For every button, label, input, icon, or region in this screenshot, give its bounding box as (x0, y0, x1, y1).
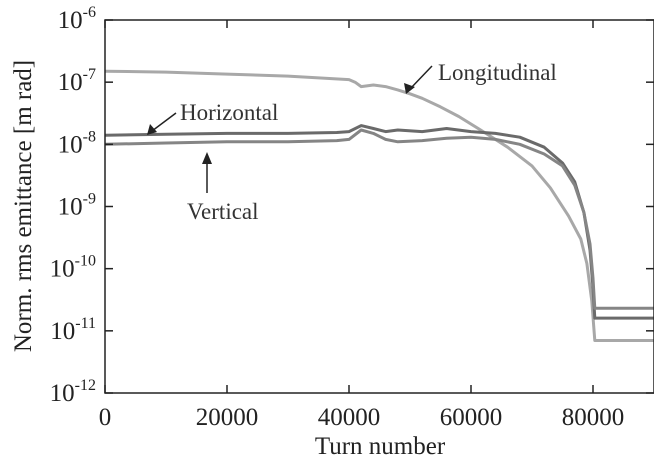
arrow-horizontal-head (147, 124, 157, 135)
y-tick-label: 10-10 (50, 253, 96, 283)
y-tick-label: 10-6 (58, 4, 96, 34)
arrow-longitudinal-head (404, 83, 415, 94)
x-tick-label: 60000 (440, 404, 503, 431)
arrow-horizontal-shaft (151, 112, 177, 132)
x-tick-label: 0 (99, 404, 112, 431)
series-line-longitudinal (104, 69, 654, 342)
x-tick-label: 40000 (318, 404, 381, 431)
y-tick-label: 10-7 (58, 66, 96, 96)
y-axis-title: Norm. rms emittance [m rad] (10, 60, 37, 352)
annotation-horizontal: Horizontal (180, 100, 278, 125)
series-line-vertical (104, 128, 654, 310)
ticks-layer: 0 20000 40000 60000 80000 10-12 10-11 10-10 10-9… (50, 4, 654, 431)
y-tick-label: 10-12 (50, 377, 96, 407)
arrow-longitudinal-shaft (409, 65, 433, 90)
annotation-longitudinal: Longitudinal (438, 60, 557, 85)
y-tick-label: 10-11 (50, 315, 96, 345)
x-axis-title: Turn number (315, 433, 446, 460)
y-tick-label: 10-9 (58, 191, 96, 221)
x-tick-label: 80000 (562, 404, 625, 431)
series-layer (104, 69, 654, 342)
arrow-vertical-head (202, 152, 212, 164)
y-tick-label: 10-8 (58, 128, 96, 158)
annotation-vertical: Vertical (187, 199, 259, 224)
x-tick-label: 20000 (196, 404, 259, 431)
